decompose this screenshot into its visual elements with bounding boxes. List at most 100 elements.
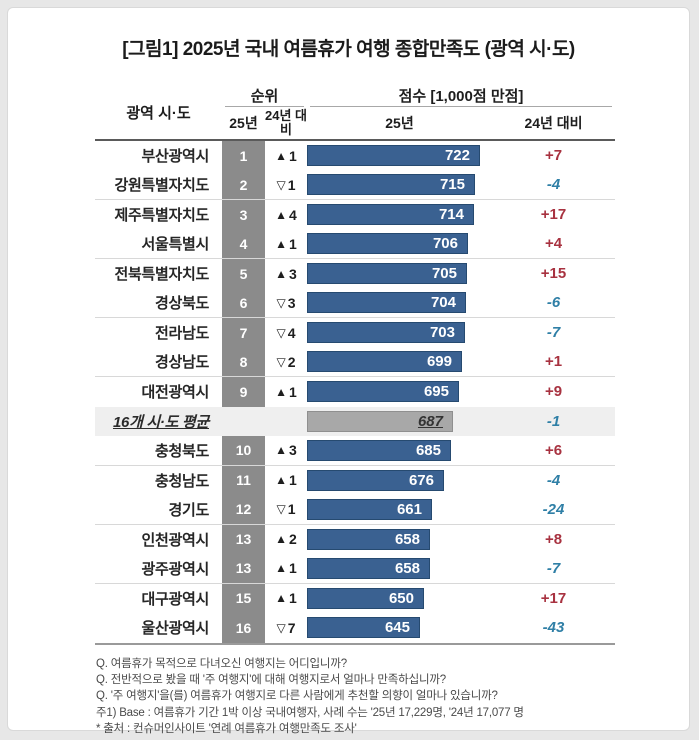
header-score-group: 점수 [1,000점 만점]	[310, 85, 612, 107]
score-bar: 699	[307, 351, 462, 373]
header-rank-vs24: 24년 대비	[265, 108, 307, 137]
rank-change-value: 3	[289, 265, 297, 282]
rank-change: ▽ 7	[265, 620, 307, 636]
score-bar-cell: 658	[307, 525, 492, 555]
table-row: 강원특별자치도 2 ▽ 1 715 -4	[95, 170, 615, 200]
region-label: 전라남도	[154, 325, 209, 343]
score-bar: 714	[307, 204, 474, 226]
score-bar: 661	[307, 498, 432, 520]
header-score-vs24: 24년 대비	[524, 115, 583, 131]
table-row: 인천광역시 13 ▲ 2 658 +8	[95, 524, 615, 555]
score-change: +1	[544, 353, 563, 371]
table-row: 전북특별자치도 5 ▲ 3 705 +15	[95, 259, 615, 289]
rank-badge: 10	[222, 436, 265, 465]
score-bar: 650	[307, 587, 424, 609]
footnote-line: Q. 전반적으로 봤을 때 '주 여행지'에 대해 여행지로서 얼마나 만족하십…	[96, 673, 446, 686]
rank-change: ▲ 1	[265, 384, 307, 400]
rank-change: ▲ 1	[265, 236, 307, 252]
score-bar: 722	[307, 145, 480, 167]
rank-change-value: 2	[287, 353, 296, 370]
rank-up-icon: ▲	[275, 207, 288, 222]
region-label: 부산광역시	[141, 148, 209, 166]
rank-badge: 5	[222, 259, 265, 289]
score-change: +15	[540, 265, 567, 283]
score-bar: 715	[307, 174, 475, 196]
rank-down-icon: ▽	[276, 502, 286, 517]
rank-change-value: 2	[289, 531, 297, 548]
score-change: -7	[546, 559, 561, 577]
region-label: 경상남도	[154, 354, 209, 372]
rank-change: ▲ 1	[265, 590, 307, 606]
rank-up-icon: ▲	[275, 473, 288, 488]
rank-up-icon: ▲	[275, 266, 288, 281]
rank-change: ▲ 3	[265, 442, 307, 458]
rank-down-icon: ▽	[276, 325, 286, 340]
score-bar: 695	[307, 381, 459, 403]
rank-up-icon: ▲	[275, 591, 288, 606]
rank-change: ▲ 2	[265, 531, 307, 547]
score-change: -1	[546, 412, 561, 430]
rank-down-icon: ▽	[276, 620, 286, 635]
region-label: 충청남도	[154, 472, 209, 490]
rank-badge: 11	[222, 465, 265, 495]
rank-up-icon: ▲	[275, 236, 288, 251]
rank-change: ▽ 4	[265, 325, 307, 341]
rank-change-value: 1	[287, 176, 296, 193]
rank-badge: 4	[222, 229, 265, 258]
score-change: +9	[544, 383, 563, 401]
rank-badge: 13	[222, 554, 265, 583]
rank-change: ▽ 3	[265, 295, 307, 311]
rank-badge: 12	[222, 495, 265, 524]
header-rank-25: 25년	[229, 115, 258, 131]
score-bar-cell: 695	[307, 377, 492, 407]
rank-badge	[222, 407, 265, 437]
score-change: +17	[540, 589, 567, 607]
score-bar-cell: 705	[307, 259, 492, 289]
rank-badge: 9	[222, 377, 265, 407]
region-label: 대구광역시	[141, 590, 209, 608]
rank-change-value: 1	[289, 590, 297, 607]
rank-change: ▲ 3	[265, 266, 307, 282]
rank-down-icon: ▽	[276, 295, 286, 310]
chart-card: [그림1] 2025년 국내 여름휴가 여행 종합만족도 (광역 시·도) 광역…	[7, 7, 690, 735]
table-rows: 부산광역시 1 ▲ 1 722 +7 강원특별자치도 2 ▽ 1 715 -4 …	[95, 141, 615, 645]
table-row: 충청북도 10 ▲ 3 685 +6	[95, 436, 615, 466]
footnote-line: Q. '주 여행지'을(를) 여름휴가 여행지로 다른 사람에게 추천할 의향이…	[96, 690, 498, 703]
table-row: 경상남도 8 ▽ 2 699 +1	[95, 347, 615, 377]
score-bar: 645	[307, 617, 420, 639]
score-bar-cell: 706	[307, 230, 492, 259]
rank-change: ▽ 1	[265, 177, 307, 193]
region-label: 제주특별자치도	[114, 207, 209, 225]
rank-change: ▽ 2	[265, 354, 307, 370]
score-bar-cell: 661	[307, 495, 492, 524]
rank-badge: 6	[222, 288, 265, 317]
table-row: 부산광역시 1 ▲ 1 722 +7	[95, 141, 615, 171]
score-bar: 706	[307, 233, 468, 255]
rank-up-icon: ▲	[275, 148, 288, 163]
score-change: -6	[546, 294, 561, 312]
score-change: +6	[544, 441, 563, 459]
footnote-line: * 출처 : 컨슈머인사이트 '연례 여름휴가 여행만족도 조사'	[96, 723, 357, 736]
rank-badge: 3	[222, 200, 265, 230]
table-row: 16개 시·도 평균 687 -1	[95, 406, 615, 437]
score-change: -7	[546, 324, 561, 342]
score-bar: 658	[307, 528, 430, 550]
rank-change-value: 1	[289, 383, 297, 400]
table-row: 전라남도 7 ▽ 4 703 -7	[95, 318, 615, 348]
rank-down-icon: ▽	[276, 354, 286, 369]
score-bar-cell: 722	[307, 141, 492, 171]
rank-change-value: 3	[287, 294, 296, 311]
score-bar-cell: 704	[307, 289, 492, 318]
table-row: 경상북도 6 ▽ 3 704 -6	[95, 288, 615, 318]
page-title: [그림1] 2025년 국내 여름휴가 여행 종합만족도 (광역 시·도)	[122, 39, 575, 60]
score-bar: 704	[307, 292, 466, 314]
rank-change: ▽ 1	[265, 501, 307, 517]
region-label: 강원특별자치도	[114, 177, 209, 195]
table-header: 광역 시·도 순위 점수 [1,000점 만점] 25년 24년 대비 25년 …	[95, 85, 615, 141]
header-score-25: 25년	[385, 115, 414, 131]
rank-badge: 7	[222, 318, 265, 348]
header-region: 광역 시·도	[126, 104, 191, 122]
score-bar-cell: 685	[307, 436, 492, 465]
score-bar: 658	[307, 557, 430, 579]
rank-change-value: 1	[289, 147, 297, 164]
